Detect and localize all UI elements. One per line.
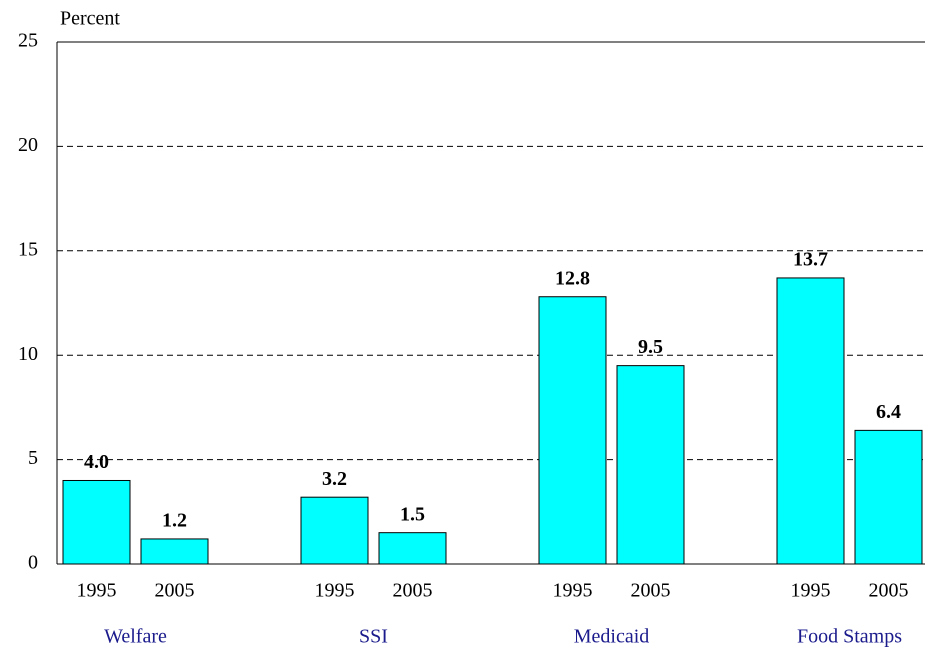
- bar: [616, 365, 685, 565]
- bar: [854, 429, 923, 565]
- bar: [378, 532, 447, 565]
- x-tick-label: 2005: [393, 580, 433, 602]
- value-label: 9.5: [638, 336, 663, 358]
- value-label: 6.4: [876, 401, 901, 423]
- value-label: 13.7: [793, 249, 828, 271]
- x-tick-label: 1995: [77, 580, 117, 602]
- x-tick-label: 2005: [155, 580, 195, 602]
- bar: [300, 496, 369, 565]
- y-tick-label: 15: [18, 238, 38, 260]
- bar: [140, 538, 209, 565]
- x-tick-label: 2005: [631, 580, 671, 602]
- x-tick-label: 1995: [315, 580, 355, 602]
- value-label: 3.2: [322, 468, 347, 490]
- y-tick-label: 25: [18, 30, 38, 52]
- y-tick-label: 10: [18, 343, 38, 365]
- y-tick-label: 0: [28, 552, 38, 574]
- value-label: 4.0: [84, 451, 109, 473]
- x-tick-label: 2005: [869, 580, 909, 602]
- bar: [538, 296, 607, 565]
- category-label: Medicaid: [574, 626, 650, 648]
- x-tick-label: 1995: [553, 580, 593, 602]
- x-tick-label: 1995: [791, 580, 831, 602]
- category-label: Food Stamps: [797, 626, 902, 648]
- y-axis-label: Percent: [60, 8, 120, 30]
- value-label: 12.8: [555, 267, 590, 289]
- bar: [776, 277, 845, 565]
- value-label: 1.5: [400, 503, 425, 525]
- category-label: Welfare: [104, 626, 167, 648]
- category-label: SSI: [359, 626, 388, 648]
- bar: [62, 479, 131, 565]
- value-label: 1.2: [162, 510, 187, 532]
- y-tick-label: 20: [18, 134, 38, 156]
- y-tick-label: 5: [28, 447, 38, 469]
